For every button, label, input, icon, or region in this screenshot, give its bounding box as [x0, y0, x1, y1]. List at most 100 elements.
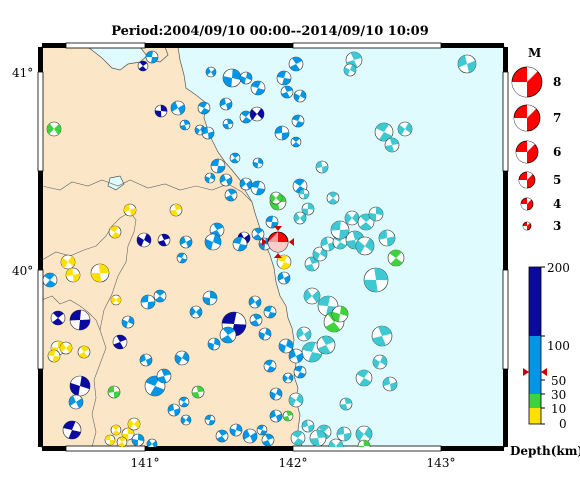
- marker-arrow-icon: [274, 253, 282, 258]
- earthquake-mechanism: [363, 267, 389, 293]
- earthquake-mechanism: [290, 136, 302, 148]
- earthquake-mechanism: [328, 438, 344, 447]
- map-frame: [37, 42, 509, 452]
- lake: [107, 175, 125, 191]
- earthquake-mechanism: [372, 354, 388, 370]
- earthquake-mechanism: [60, 254, 76, 270]
- earthquake-mechanism: [355, 425, 373, 443]
- earthquake-mechanism: [382, 376, 398, 392]
- earthquake-mechanism: [179, 235, 193, 249]
- earthquake-mechanism: [153, 289, 167, 303]
- marker-arrow-icon: [274, 226, 282, 231]
- earthquake-mechanism: [178, 396, 190, 408]
- earthquake-mechanism: [291, 114, 305, 128]
- earthquake-mechanism: [336, 426, 352, 442]
- depth-band-0-10: [529, 408, 541, 424]
- map-title: Period:2004/09/10 00:00--2014/09/10 10:0…: [111, 24, 429, 39]
- earthquake-mechanism: [157, 233, 171, 247]
- earthquake-mechanism: [123, 203, 137, 217]
- earthquake-mechanism: [374, 122, 394, 142]
- earthquake-mechanism: [249, 313, 263, 327]
- earthquake-mechanism: [331, 305, 349, 323]
- marker-arrow-icon: [289, 238, 294, 246]
- depth-band-100-200: [529, 267, 541, 336]
- depth-marker-icon: [523, 368, 529, 376]
- earthquake-mechanism: [343, 63, 357, 77]
- earthquake-mechanism: [204, 233, 222, 251]
- earthquake-mechanism: [62, 420, 82, 440]
- focal-mechanism-symbols: [42, 50, 477, 447]
- earthquake-mechanism: [202, 290, 218, 306]
- earthquake-mechanism: [219, 326, 237, 344]
- earthquake-mechanism: [108, 225, 122, 239]
- magnitude-label: 6: [553, 145, 561, 159]
- earthquake-mechanism: [50, 310, 66, 326]
- depth-scale: 200 100 50 30 10 0 Depth(km): [510, 261, 580, 458]
- earthquake-mechanism: [303, 287, 321, 305]
- pref-inner: [42, 295, 101, 331]
- earthquake-mechanism: [316, 335, 336, 355]
- earthquake-mechanism: [104, 434, 116, 446]
- earthquake-mechanism: [326, 191, 340, 205]
- marker-arrow-icon: [262, 238, 267, 246]
- earthquake-mechanism: [355, 236, 375, 256]
- earthquake-mechanism: [189, 305, 203, 319]
- earthquake-mechanism: [136, 232, 152, 248]
- earthquake-mechanism: [69, 309, 91, 331]
- earthquake-mechanism: [116, 436, 128, 447]
- earthquake-mechanism: [179, 119, 191, 131]
- earthquake-mechanism: [256, 424, 268, 436]
- magnitude-legend-item: 3: [522, 219, 561, 233]
- lat-label-40: 40°: [12, 264, 33, 278]
- earthquake-mechanism: [131, 433, 145, 447]
- magnitude-legend-header: M: [528, 46, 541, 60]
- magnitude-legend-item: 7: [513, 104, 561, 132]
- earthquake-mechanism: [457, 54, 477, 74]
- earthquake-mechanism: [250, 80, 266, 96]
- earthquake-mechanism: [251, 227, 265, 241]
- earthquake-mechanism: [344, 210, 360, 226]
- main-event: [262, 226, 294, 258]
- earthquake-mechanism: [301, 202, 315, 216]
- earthquake-mechanism: [309, 429, 327, 447]
- earthquake-mechanism: [249, 106, 265, 122]
- earthquake-mechanism: [282, 372, 294, 384]
- earthquake-mechanism: [112, 334, 128, 350]
- map-area: 141° 142° 143° 41° 40°: [12, 42, 509, 470]
- earthquake-mechanism: [232, 236, 248, 252]
- earthquake-mechanism: [397, 121, 413, 137]
- earthquake-mechanism: [224, 188, 238, 202]
- earthquake-mechanism: [368, 206, 384, 222]
- magnitude-legend-item: 6: [515, 140, 561, 164]
- earthquake-mechanism: [47, 349, 61, 363]
- earthquake-mechanism: [276, 70, 292, 86]
- earthquake-mechanism: [357, 439, 371, 447]
- earthquake-mechanism: [293, 89, 307, 103]
- magnitude-label: 5: [553, 173, 561, 187]
- earthquake-mechanism: [222, 118, 234, 130]
- lat-label-41: 41°: [12, 66, 33, 80]
- earthquake-mechanism: [127, 417, 141, 431]
- earthquake-mechanism: [77, 345, 91, 359]
- earthquake-mechanism: [288, 348, 304, 364]
- earthquake-mechanism: [145, 50, 159, 64]
- earthquake-mechanism: [205, 66, 217, 78]
- magnitude-label: 7: [553, 111, 561, 125]
- prefecture-border: [42, 211, 137, 447]
- prefecture-border: [42, 179, 253, 203]
- earthquake-mechanism: [176, 252, 188, 264]
- depth-tick-10: 10: [551, 402, 566, 416]
- earthquake-mechanism: [293, 365, 307, 379]
- earthquake-mechanism: [274, 125, 290, 141]
- depth-tick-200: 200: [547, 261, 570, 275]
- earthquake-mechanism: [197, 101, 211, 115]
- earthquake-mechanism: [290, 430, 306, 446]
- earthquake-mechanism: [222, 68, 242, 88]
- earthquake-mechanism: [42, 272, 58, 288]
- depth-tick-50: 50: [551, 374, 566, 388]
- earthquake-mechanism: [355, 369, 373, 387]
- earthquake-mechanism: [263, 305, 277, 319]
- earthquake-mechanism: [384, 137, 400, 153]
- earthquake-mechanism: [269, 409, 283, 423]
- earthquake-mechanism: [59, 341, 73, 355]
